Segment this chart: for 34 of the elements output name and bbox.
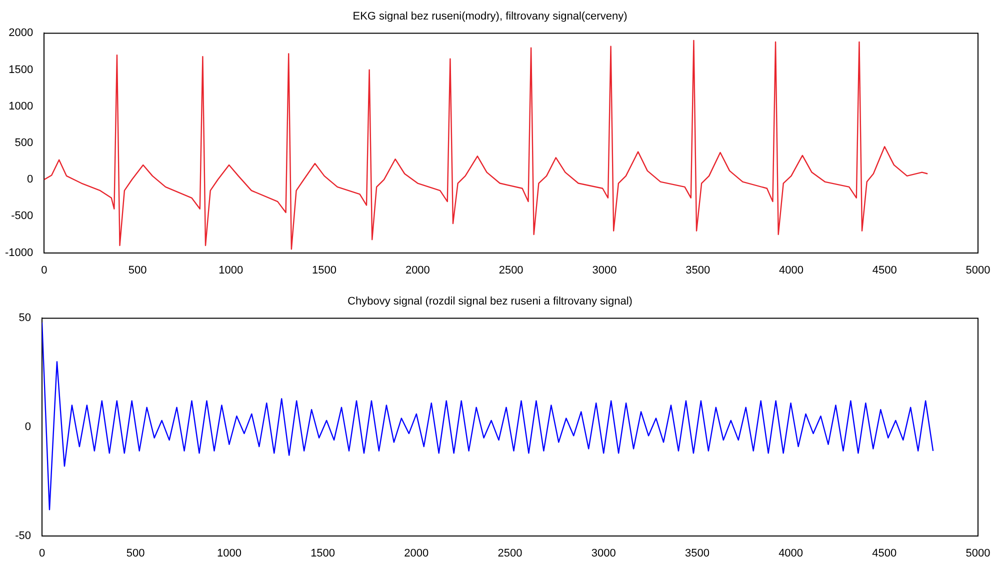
x-tick-label: 1000	[216, 547, 242, 560]
x-tick-label: 3500	[684, 547, 710, 560]
chart-title: Chybovy signal (rozdil signal bez ruseni a filtrovany signal)	[348, 296, 632, 308]
y-tick-label: 50	[18, 312, 31, 324]
y-tick-label: 500	[14, 137, 34, 150]
y-tick-label: 2000	[8, 27, 34, 40]
x-tick-label: 3000	[592, 264, 617, 276]
x-tick-label: 500	[128, 264, 147, 276]
y-tick-label: -500	[11, 210, 34, 222]
x-tick-label: 1500	[312, 264, 337, 276]
y-tick-label: 1500	[8, 64, 34, 76]
x-tick-label: 4000	[778, 547, 804, 560]
x-tick-label: 0	[41, 264, 48, 276]
x-tick-label: 2000	[405, 264, 430, 276]
y-tick-label: -1000	[4, 246, 34, 259]
y-tick-label: -50	[15, 530, 31, 542]
x-tick-label: 1500	[310, 547, 336, 560]
x-tick-label: 2500	[498, 547, 522, 560]
y-tick-label: 1000	[8, 100, 34, 112]
x-tick-label: 3500	[686, 264, 710, 276]
y-tick-label: 0	[27, 174, 34, 186]
x-tick-label: 5000	[966, 547, 990, 560]
x-tick-label: 500	[126, 547, 145, 560]
x-tick-label: 2500	[498, 264, 524, 276]
x-tick-label: 4500	[872, 547, 897, 560]
chart-title: EKG signal bez ruseni(modry), filtrovany signal(cerveny)	[352, 10, 628, 23]
x-tick-label: 2000	[404, 547, 429, 560]
y-tick-label: 0	[24, 421, 31, 434]
x-tick-label: 3000	[591, 547, 616, 560]
x-tick-label: 1000	[218, 264, 244, 276]
x-tick-label: 5000	[966, 264, 990, 276]
x-tick-label: 0	[38, 547, 46, 560]
x-tick-label: 4500	[872, 264, 897, 276]
x-tick-label: 4000	[778, 264, 804, 276]
